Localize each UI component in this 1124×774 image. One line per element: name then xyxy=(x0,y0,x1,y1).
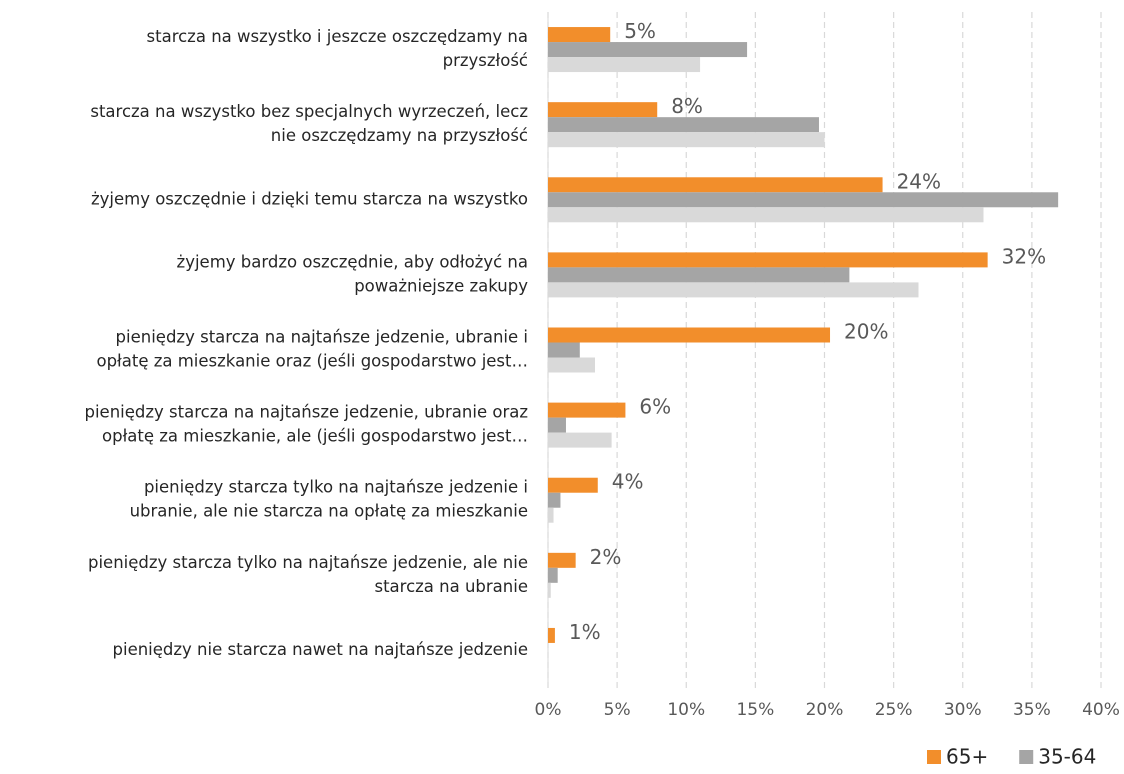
data-label: 6% xyxy=(639,395,671,419)
category-label: poważniejsze zakupy xyxy=(354,276,528,295)
x-tick-label: 5% xyxy=(604,700,631,720)
bar xyxy=(548,552,576,568)
bar xyxy=(548,492,561,508)
bar xyxy=(548,402,626,418)
data-label: 4% xyxy=(612,470,644,494)
bar xyxy=(548,282,919,298)
category-label: opłatę za mieszkanie, ale (jeśli gospoda… xyxy=(102,427,528,446)
x-tick-label: 10% xyxy=(667,700,705,720)
data-label: 32% xyxy=(1002,244,1046,268)
bar xyxy=(548,57,701,73)
x-tick-label: 25% xyxy=(875,700,913,720)
bar xyxy=(548,192,1059,208)
category-label: ubranie, ale nie starcza na opłatę za mi… xyxy=(130,502,528,521)
bar xyxy=(548,327,831,343)
bar xyxy=(548,342,580,358)
legend-label: 35-64 xyxy=(1038,745,1096,769)
data-label: 8% xyxy=(671,94,703,118)
bar xyxy=(548,42,748,58)
bar xyxy=(548,132,825,148)
data-label: 24% xyxy=(897,169,941,193)
x-tick-label: 35% xyxy=(1013,700,1051,720)
bar xyxy=(548,477,598,493)
bar xyxy=(548,267,850,283)
legend-label: 65+ xyxy=(946,745,988,769)
x-tick-label: 30% xyxy=(944,700,982,720)
category-label: opłatę za mieszkanie oraz (jeśli gospoda… xyxy=(96,352,528,371)
bar xyxy=(548,417,566,433)
category-label: nie oszczędzamy na przyszłość xyxy=(271,126,528,145)
bar xyxy=(548,507,554,523)
category-label: pieniędzy starcza na najtańsze jedzenie,… xyxy=(84,403,528,422)
data-label: 2% xyxy=(590,545,622,569)
bar xyxy=(548,567,558,583)
x-tick-label: 20% xyxy=(806,700,844,720)
data-label: 5% xyxy=(624,19,656,43)
x-tick-label: 15% xyxy=(736,700,774,720)
category-label: starcza na wszystko bez specjalnych wyrz… xyxy=(90,102,528,121)
category-label: pieniędzy starcza tylko na najtańsze jed… xyxy=(144,478,528,497)
category-label: pieniędzy starcza na najtańsze jedzenie,… xyxy=(116,328,528,347)
legend-swatch xyxy=(927,750,941,764)
bar xyxy=(548,102,658,118)
bar xyxy=(548,27,611,43)
data-label: 20% xyxy=(844,320,888,344)
category-label: pieniędzy nie starcza nawet na najtańsze… xyxy=(113,640,528,659)
x-tick-label: 40% xyxy=(1082,700,1120,720)
bar xyxy=(548,627,555,643)
legend-swatch xyxy=(1019,750,1034,764)
bar xyxy=(548,177,883,193)
bar xyxy=(548,117,819,133)
category-label: żyjemy oszczędnie i dzięki temu starcza … xyxy=(91,189,528,208)
data-label: 1% xyxy=(569,620,601,644)
bar xyxy=(548,432,612,448)
x-tick-label: 0% xyxy=(535,700,562,720)
category-label: żyjemy bardzo oszczędnie, aby odłożyć na xyxy=(177,252,528,271)
category-label: przyszłość xyxy=(443,51,528,70)
category-label: starcza na wszystko i jeszcze oszczędzam… xyxy=(147,27,528,46)
bar xyxy=(548,252,988,268)
bar xyxy=(548,207,984,223)
bar xyxy=(548,582,551,598)
category-label: pieniędzy starcza tylko na najtańsze jed… xyxy=(88,553,528,572)
bar xyxy=(548,357,596,373)
category-label: starcza na ubranie xyxy=(374,577,528,596)
